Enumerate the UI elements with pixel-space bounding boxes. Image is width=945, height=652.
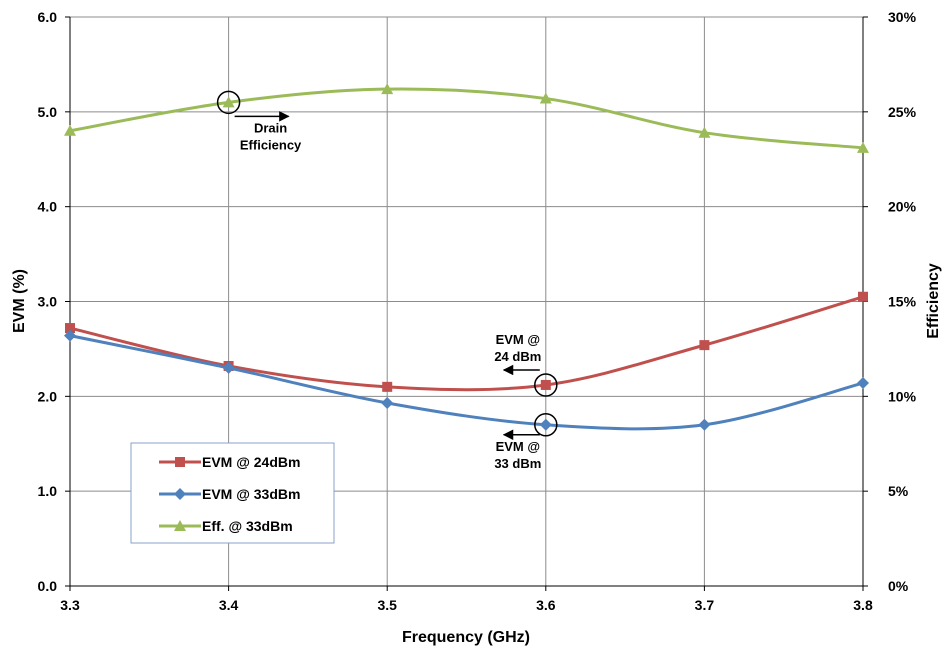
data-point xyxy=(222,361,235,374)
legend-entry: Eff. @ 33dBm xyxy=(159,518,293,534)
legend-swatch-marker xyxy=(175,457,185,467)
data-point xyxy=(540,379,551,390)
series-1 xyxy=(64,329,869,431)
x-tick-label: 3.8 xyxy=(853,597,873,613)
legend-label: EVM @ 24dBm xyxy=(202,454,300,470)
annotation-text: Drain xyxy=(254,120,287,135)
x-tick-label: 3.3 xyxy=(60,597,80,613)
y-tick-label: 6.0 xyxy=(38,9,58,25)
data-point xyxy=(698,126,711,138)
annotation-text: Efficiency xyxy=(240,137,302,152)
y-tick-label: 0.0 xyxy=(38,578,58,594)
data-point xyxy=(858,291,868,302)
legend-swatch-marker xyxy=(174,488,186,500)
series-line xyxy=(69,295,864,392)
y-axis-title: EVM (%) xyxy=(11,269,28,333)
y2-tick-label: 15% xyxy=(888,294,917,310)
annotation-text: EVM @ xyxy=(496,439,540,454)
legend-swatch-marker xyxy=(174,520,186,531)
legend-label: Eff. @ 33dBm xyxy=(202,518,293,534)
data-point xyxy=(64,329,76,342)
y2-tick-label: 25% xyxy=(888,104,917,120)
data-point xyxy=(857,377,869,390)
annotation-2: EVM @ 33 dBm xyxy=(494,413,558,471)
data-point xyxy=(539,418,552,431)
data-point xyxy=(64,124,76,136)
data-point xyxy=(222,96,235,108)
legend-entry: EVM @ 24dBm xyxy=(159,454,300,470)
axes: 0.0 1.0 2.0 3.0 4.0 5.0 6.0 0% 5% 10% 15% 20% 25% 30%… xyxy=(38,9,917,613)
legend: EVM @ 24dBm EVM @ 33dBm Eff. @ 33dBm xyxy=(130,442,335,544)
x-tick-label: 3.5 xyxy=(377,597,397,613)
x-tick-label: 3.4 xyxy=(219,597,239,613)
annotation-1: EVM @ 24 dBm xyxy=(494,332,558,397)
series-line xyxy=(69,334,864,431)
series-2 xyxy=(64,83,869,153)
x-tick-label: 3.7 xyxy=(695,597,715,613)
y-tick-label: 2.0 xyxy=(38,388,58,404)
data-point xyxy=(857,141,869,153)
annotations: Drain Efficiency EVM @ 24 dBm EVM @ 33 dBm xyxy=(216,90,558,471)
y-tick-label: 3.0 xyxy=(38,294,58,310)
annotation-0: Drain Efficiency xyxy=(216,90,302,152)
y2-axis-title: Efficiency xyxy=(925,263,942,339)
data-point xyxy=(65,323,75,334)
annotation-circle xyxy=(534,413,558,437)
y2-tick-label: 20% xyxy=(888,199,917,215)
annotation-text: 33 dBm xyxy=(494,456,541,471)
data-point xyxy=(539,92,552,104)
y2-tick-label: 30% xyxy=(888,9,917,25)
x-tick-label: 3.6 xyxy=(536,597,556,613)
series-lines xyxy=(64,83,869,431)
annotation-text: EVM @ xyxy=(496,332,540,347)
series-line xyxy=(69,87,864,150)
y2-tick-label: 0% xyxy=(888,578,909,594)
annotation-circle xyxy=(216,90,241,115)
x-axis-title: Frequency (GHz) xyxy=(402,629,530,646)
y-tick-label: 1.0 xyxy=(38,483,58,499)
legend-entry: EVM @ 33dBm xyxy=(159,486,300,502)
data-point xyxy=(382,381,393,392)
legend-label: EVM @ 33dBm xyxy=(202,486,300,502)
annotation-text: 24 dBm xyxy=(494,349,541,364)
data-point xyxy=(698,418,711,431)
y2-tick-label: 5% xyxy=(888,483,909,499)
y-tick-label: 4.0 xyxy=(38,199,58,215)
y-tick-label: 5.0 xyxy=(38,104,58,120)
data-point xyxy=(699,340,710,351)
annotation-circle xyxy=(534,373,558,397)
data-point xyxy=(381,83,394,95)
y2-tick-label: 10% xyxy=(888,388,917,404)
data-point xyxy=(381,396,394,409)
